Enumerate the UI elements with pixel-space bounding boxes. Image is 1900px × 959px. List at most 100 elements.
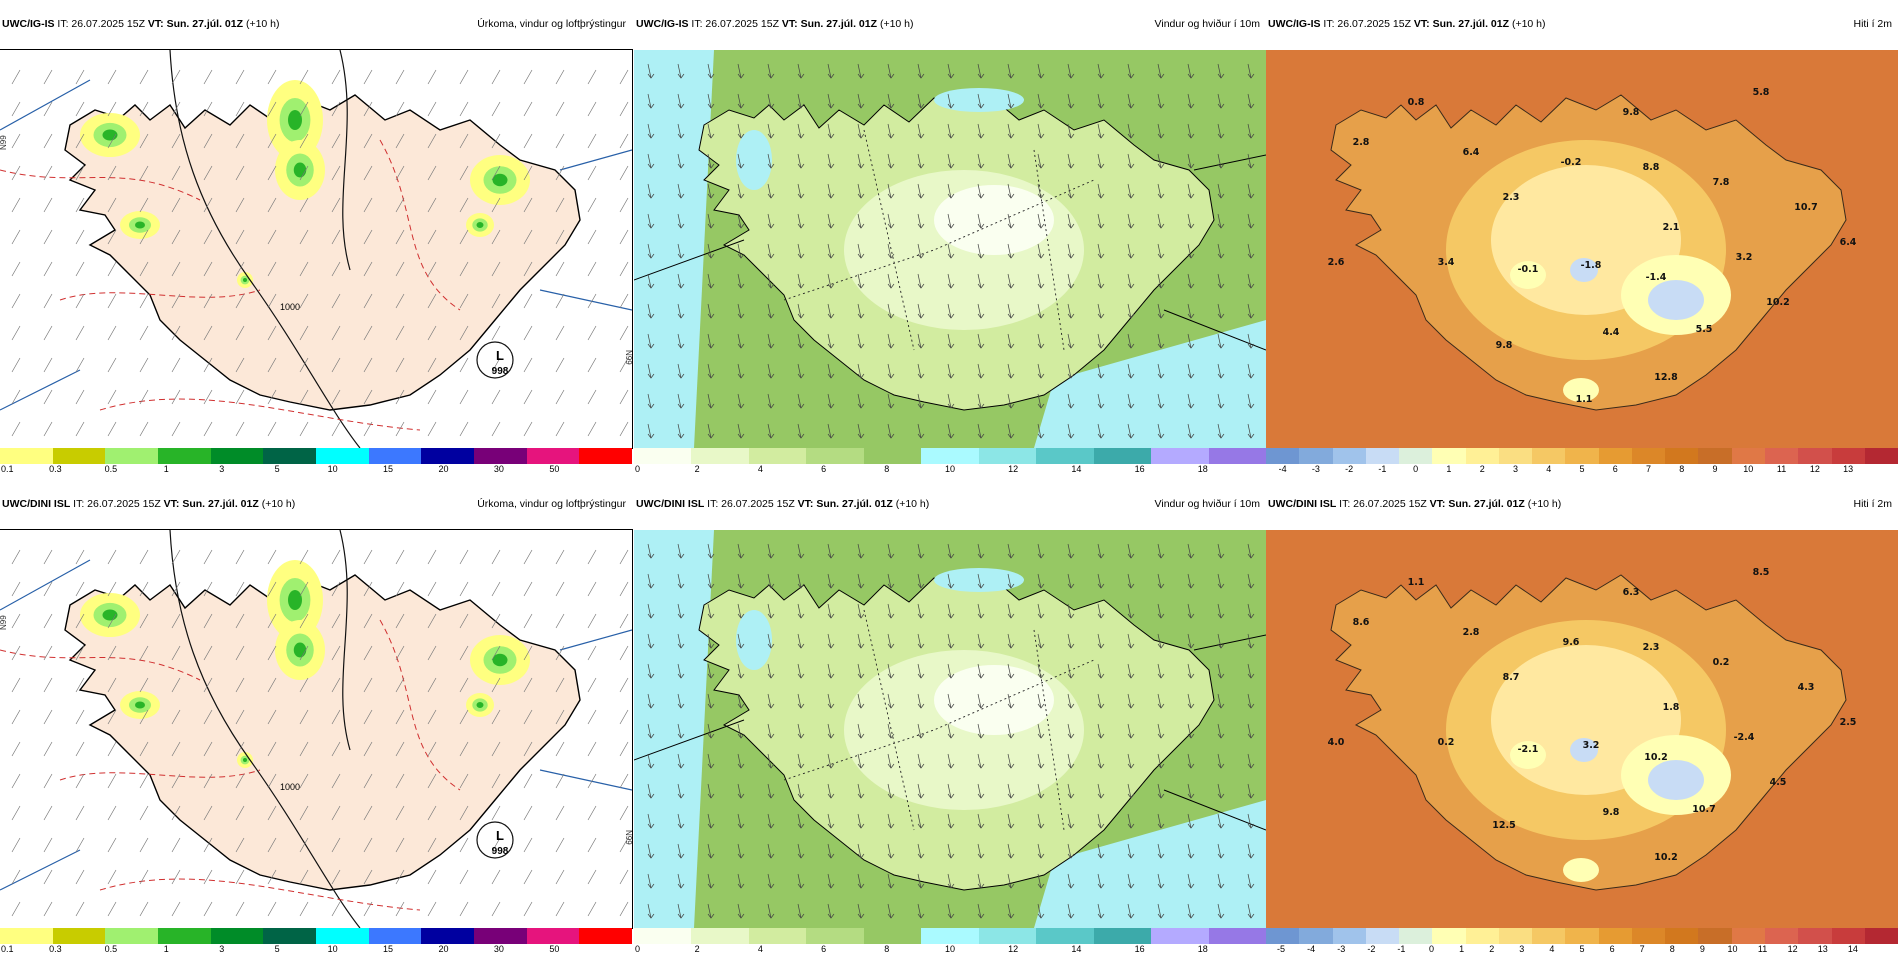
wind-arrow-head [1067,733,1075,739]
colorbar-swatch [921,448,979,464]
scale-label: 12 [1008,944,1019,954]
wind-barb [459,69,469,85]
wind-arrow [647,573,652,589]
lat-lon-line [539,769,632,791]
wind-arrow [797,633,802,649]
wind-arrow [1127,543,1132,559]
wind-arrow-head [767,223,775,229]
wind-arrow-head [1067,913,1075,919]
wind-arrow [947,153,952,169]
precip-map[interactable]: L 998 1000 N99 N99 [0,529,633,929]
wind-barb [171,869,181,885]
wind-barb [523,677,533,693]
wind-arrow-head [1247,673,1255,679]
wind-arrow-head [1097,703,1105,709]
wind-barb [555,581,565,597]
wind-arrow-head [887,403,895,409]
wind-arrow-head [1217,133,1225,139]
wind-arrow [857,753,862,769]
wind-arrow-head [857,343,865,349]
wind-arrow-head [707,793,715,799]
wind-arrow [647,123,652,139]
wind-arrow [1217,663,1222,679]
temp-map[interactable]: 0.8 9.8 5.8 2.8 6.4 -0.2 8.8 7.8 2.3 10.7 2.1 6.4 2.… [1266,50,1898,448]
wind-arrow [1127,333,1132,349]
wind-arrow-head [1157,823,1165,829]
wind-map[interactable] [634,530,1266,928]
panel-header: UWC/DINI ISL IT: 26.07.2025 15Z VT: Sun.… [0,494,632,514]
wind-arrow [1217,753,1222,769]
wind-arrow [977,243,982,259]
wind-arrow [917,123,922,139]
wind-arrow [1037,123,1042,139]
wind-barb [43,325,53,341]
wind-arrow-head [737,133,745,139]
wind-arrow [1067,843,1072,859]
wind-arrow-head [737,643,745,649]
wind-arrow [1067,393,1072,409]
wind-arrow [1217,363,1222,379]
wind-map[interactable] [634,50,1266,448]
wind-barb [171,709,181,725]
wind-arrow [767,363,772,379]
wind-arrow-head [887,823,895,829]
wind-arrow [1127,603,1132,619]
wind-barb [235,389,245,405]
wind-arrow-head [1007,733,1015,739]
wind-arrow [797,393,802,409]
wind-arrow-head [1127,73,1135,79]
wind-arrow-head [1247,73,1255,79]
scale-label: 5 [274,944,280,954]
precip-map[interactable]: L 998 1000 N99 N99 [0,49,633,449]
lat-lon-line [559,629,632,651]
wind-barb [491,133,501,149]
wind-arrow [827,363,832,379]
wind-arrow [827,903,832,919]
wind-barb [139,837,149,853]
wind-arrow [647,363,652,379]
wind-barb [235,645,245,661]
wind-barb [235,549,245,565]
wind-arrow-head [707,703,715,709]
wind-arrow-head [707,583,715,589]
wind-barb [523,805,533,821]
wind-arrow-head [767,853,775,859]
temperature-value: 6.4 [1463,147,1480,158]
wind-arrow [917,93,922,109]
lat-lon-line [0,849,81,891]
wind-arrow [917,813,922,829]
wind-arrow-head [857,553,865,559]
wind-arrow [977,873,982,889]
wind-arrow-head [677,853,685,859]
wind-arrow-head [1127,223,1135,229]
colorbar-swatch [1365,928,1400,944]
wind-barb [555,357,565,373]
wind-arrow-head [1187,823,1195,829]
wind-arrow [1187,753,1192,769]
wind-arrow [1157,333,1162,349]
wind-arrow [1127,423,1132,439]
wind-arrow [947,783,952,799]
wind-barb [491,325,501,341]
isobar-label: 1000 [280,782,300,792]
wind-arrow-head [917,823,925,829]
wind-barb [107,357,117,373]
wind-arrow [1037,903,1042,919]
wind-arrow-head [1187,913,1195,919]
wind-arrow-head [767,763,775,769]
wind-barb [491,421,501,437]
wind-barb [299,357,309,373]
wind-arrow [797,213,802,229]
wind-arrow-head [1157,763,1165,769]
temp-map[interactable]: 1.1 6.3 8.5 8.6 2.8 9.6 2.3 0.2 8.7 4.3 1.8 2.5 4.0 0… [1266,530,1898,928]
wind-arrow [707,873,712,889]
wind-barb [139,741,149,757]
wind-arrow [977,633,982,649]
colorbar-swatch [526,448,580,464]
colorbar-swatch [1399,928,1433,944]
wind-barb [107,293,117,309]
colorbar-swatch [1332,448,1366,464]
wind-arrow [1067,573,1072,589]
wind-arrow [1217,873,1222,889]
wind-arrow-head [767,553,775,559]
